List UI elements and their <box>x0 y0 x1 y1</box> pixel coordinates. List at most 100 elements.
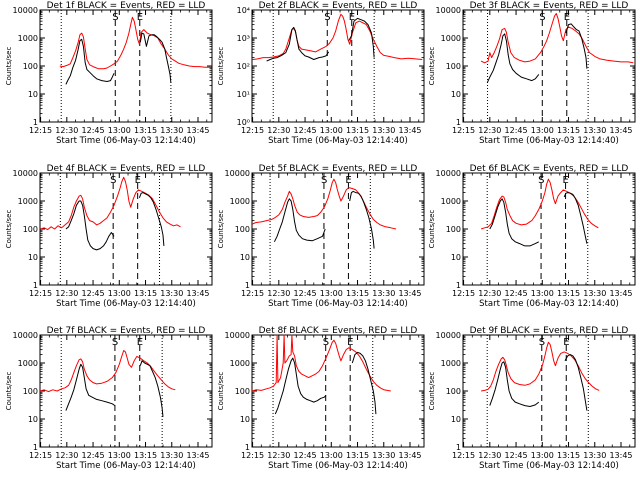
x-tick-label: 13:30 <box>583 451 606 460</box>
x-tick-label: 13:30 <box>372 126 395 135</box>
chart-panel: Det 6f BLACK = Events, RED = LLD Start Ti… <box>428 164 636 309</box>
marker-label: S <box>539 337 545 348</box>
x-tick-label: 13:15 <box>557 289 580 298</box>
marker-label: S <box>323 337 329 348</box>
y-tick-label: 100 <box>23 387 38 396</box>
marker-label: E <box>349 12 355 23</box>
chart-panel: Det 3f BLACK = Events, RED = LLD Start Ti… <box>428 1 636 146</box>
x-tick-label: 12:30 <box>55 451 78 460</box>
x-tick-label: 12:30 <box>55 126 78 135</box>
y-tick-label: 10 <box>451 253 461 262</box>
x-tick-label: 12:30 <box>267 126 290 135</box>
y-tick-label: 1000 <box>18 359 38 368</box>
x-tick-label: 13:45 <box>398 289 421 298</box>
x-tick-label: 13:45 <box>398 126 421 135</box>
y-tick-label: 1000 <box>230 197 250 206</box>
y-tick-label: 10 <box>28 90 38 99</box>
marker-label: E <box>563 337 569 348</box>
y-tick-label: 1 <box>456 443 461 452</box>
x-tick-label: 12:15 <box>452 126 475 135</box>
y-tick-label: 1000 <box>441 34 461 43</box>
x-tick-label: 13:00 <box>531 289 554 298</box>
marker-label: S <box>112 12 118 23</box>
x-tick-label: 13:00 <box>320 451 343 460</box>
y-tick-label: 100 <box>235 387 250 396</box>
x-axis-label: Start Time (06-May-03 12:14:40) <box>479 136 619 146</box>
x-tick-label: 12:45 <box>505 289 528 298</box>
x-tick-label: 13:15 <box>346 451 369 460</box>
marker-label: E <box>564 12 570 23</box>
y-tick-label: 10000 <box>436 169 461 178</box>
events-series-line <box>486 33 540 84</box>
x-axis-label: Start Time (06-May-03 12:14:40) <box>268 461 408 471</box>
plot-frame <box>462 9 636 123</box>
lld-series-line <box>251 334 391 392</box>
x-tick-label: 13:15 <box>134 289 157 298</box>
x-tick-label: 13:30 <box>160 289 183 298</box>
x-tick-label: 12:45 <box>82 289 105 298</box>
events-series-line <box>65 363 116 411</box>
events-series-line <box>348 17 375 58</box>
x-tick-label: 12:45 <box>294 289 317 298</box>
y-tick-label: 10000 <box>13 331 38 340</box>
x-tick-label: 12:45 <box>294 126 317 135</box>
x-tick-label: 13:00 <box>108 126 131 135</box>
y-tick-label: 100 <box>23 62 38 71</box>
x-tick-label: 13:45 <box>186 289 209 298</box>
x-axis-label: Start Time (06-May-03 12:14:40) <box>56 299 196 309</box>
y-tick-label: 10000 <box>225 169 250 178</box>
x-tick-label: 12:15 <box>29 451 52 460</box>
x-tick-label: 13:30 <box>160 126 183 135</box>
marker-label: S <box>321 175 327 186</box>
marker-label: S <box>539 12 545 23</box>
x-tick-label: 13:30 <box>372 451 395 460</box>
marker-label: E <box>137 337 143 348</box>
x-tick-label: 13:15 <box>134 126 157 135</box>
y-tick-label: 10 <box>240 253 250 262</box>
x-tick-label: 12:30 <box>478 126 501 135</box>
plot-frame <box>39 172 213 286</box>
y-axis-label: Counts/sec <box>5 47 13 86</box>
x-tick-label: 13:30 <box>583 289 606 298</box>
plot-frame <box>462 172 636 286</box>
plot-frame <box>251 9 425 123</box>
events-series-line <box>489 198 540 247</box>
y-tick-label: 100 <box>23 225 38 234</box>
y-tick-label: 10000 <box>436 6 461 15</box>
marker-label: S <box>538 175 544 186</box>
x-tick-label: 12:45 <box>505 126 528 135</box>
events-series-line <box>351 351 377 415</box>
x-tick-label: 13:15 <box>346 289 369 298</box>
x-tick-label: 13:15 <box>134 451 157 460</box>
y-tick-label: 1 <box>245 281 250 290</box>
x-tick-label: 13:00 <box>531 126 554 135</box>
chart-panel: Det 7f BLACK = Events, RED = LLD Start Ti… <box>5 326 213 471</box>
events-series-line <box>139 360 164 417</box>
x-axis-label: Start Time (06-May-03 12:14:40) <box>268 136 408 146</box>
y-tick-label: 10000 <box>13 6 38 15</box>
x-tick-label: 12:45 <box>82 126 105 135</box>
x-tick-label: 13:00 <box>108 289 131 298</box>
events-series-line <box>139 32 172 83</box>
x-axis-label: Start Time (06-May-03 12:14:40) <box>479 461 619 471</box>
x-tick-label: 13:45 <box>186 126 209 135</box>
plot-frame <box>39 334 213 448</box>
events-series-line <box>489 361 540 407</box>
y-tick-label: 1000 <box>18 34 38 43</box>
x-tick-label: 12:45 <box>294 451 317 460</box>
chart-panel: Det 1f BLACK = Events, RED = LLD Start Ti… <box>5 1 213 146</box>
x-tick-label: 12:30 <box>267 451 290 460</box>
x-tick-label: 13:30 <box>583 126 606 135</box>
marker-label: E <box>563 175 569 186</box>
chart-panel: Det 5f BLACK = Events, RED = LLD Start Ti… <box>217 164 425 309</box>
x-tick-label: 13:00 <box>531 451 554 460</box>
chart-panel: Det 8f BLACK = Events, RED = LLD Start Ti… <box>217 326 425 471</box>
lld-series-line <box>252 13 423 60</box>
chart-title: Det 2f BLACK = Events, RED = LLD <box>259 1 418 11</box>
y-tick-label: 10000 <box>13 169 38 178</box>
chart-title: Det 6f BLACK = Events, RED = LLD <box>470 164 629 174</box>
events-series-line <box>65 200 115 251</box>
marker-label: E <box>347 337 353 348</box>
chart-panel: Det 4f BLACK = Events, RED = LLD Start Ti… <box>5 164 213 309</box>
